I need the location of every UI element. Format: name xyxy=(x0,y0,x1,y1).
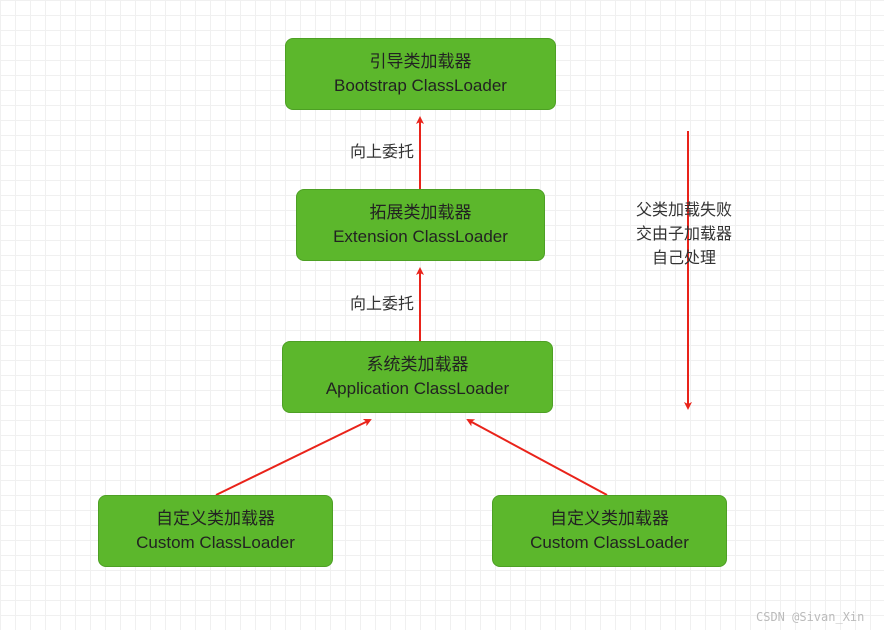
side-label-line: 父类加载失败 xyxy=(636,199,732,223)
node-custom2: 自定义类加载器Custom ClassLoader xyxy=(492,495,727,567)
node-subtitle: Application ClassLoader xyxy=(326,377,509,401)
node-title: 自定义类加载器 xyxy=(550,507,669,531)
node-subtitle: Custom ClassLoader xyxy=(136,531,295,555)
side-label-line: 交由子加载器 xyxy=(636,223,732,247)
node-title: 自定义类加载器 xyxy=(156,507,275,531)
side-label-line: 自己处理 xyxy=(636,247,732,271)
node-title: 引导类加载器 xyxy=(370,50,472,74)
node-subtitle: Extension ClassLoader xyxy=(333,225,508,249)
node-extension: 拓展类加载器Extension ClassLoader xyxy=(296,189,545,261)
node-subtitle: Bootstrap ClassLoader xyxy=(334,74,507,98)
edge-label-delegate2: 向上委托 xyxy=(350,290,414,314)
node-application: 系统类加载器Application ClassLoader xyxy=(282,341,553,413)
node-subtitle: Custom ClassLoader xyxy=(530,531,689,555)
node-custom1: 自定义类加载器Custom ClassLoader xyxy=(98,495,333,567)
side-label: 父类加载失败 交由子加载器 自己处理 xyxy=(636,199,732,271)
node-bootstrap: 引导类加载器Bootstrap ClassLoader xyxy=(285,38,556,110)
watermark: CSDN @Sivan_Xin xyxy=(756,610,864,624)
edge-label-delegate1: 向上委托 xyxy=(350,138,414,162)
node-title: 系统类加载器 xyxy=(367,353,469,377)
node-title: 拓展类加载器 xyxy=(370,201,472,225)
